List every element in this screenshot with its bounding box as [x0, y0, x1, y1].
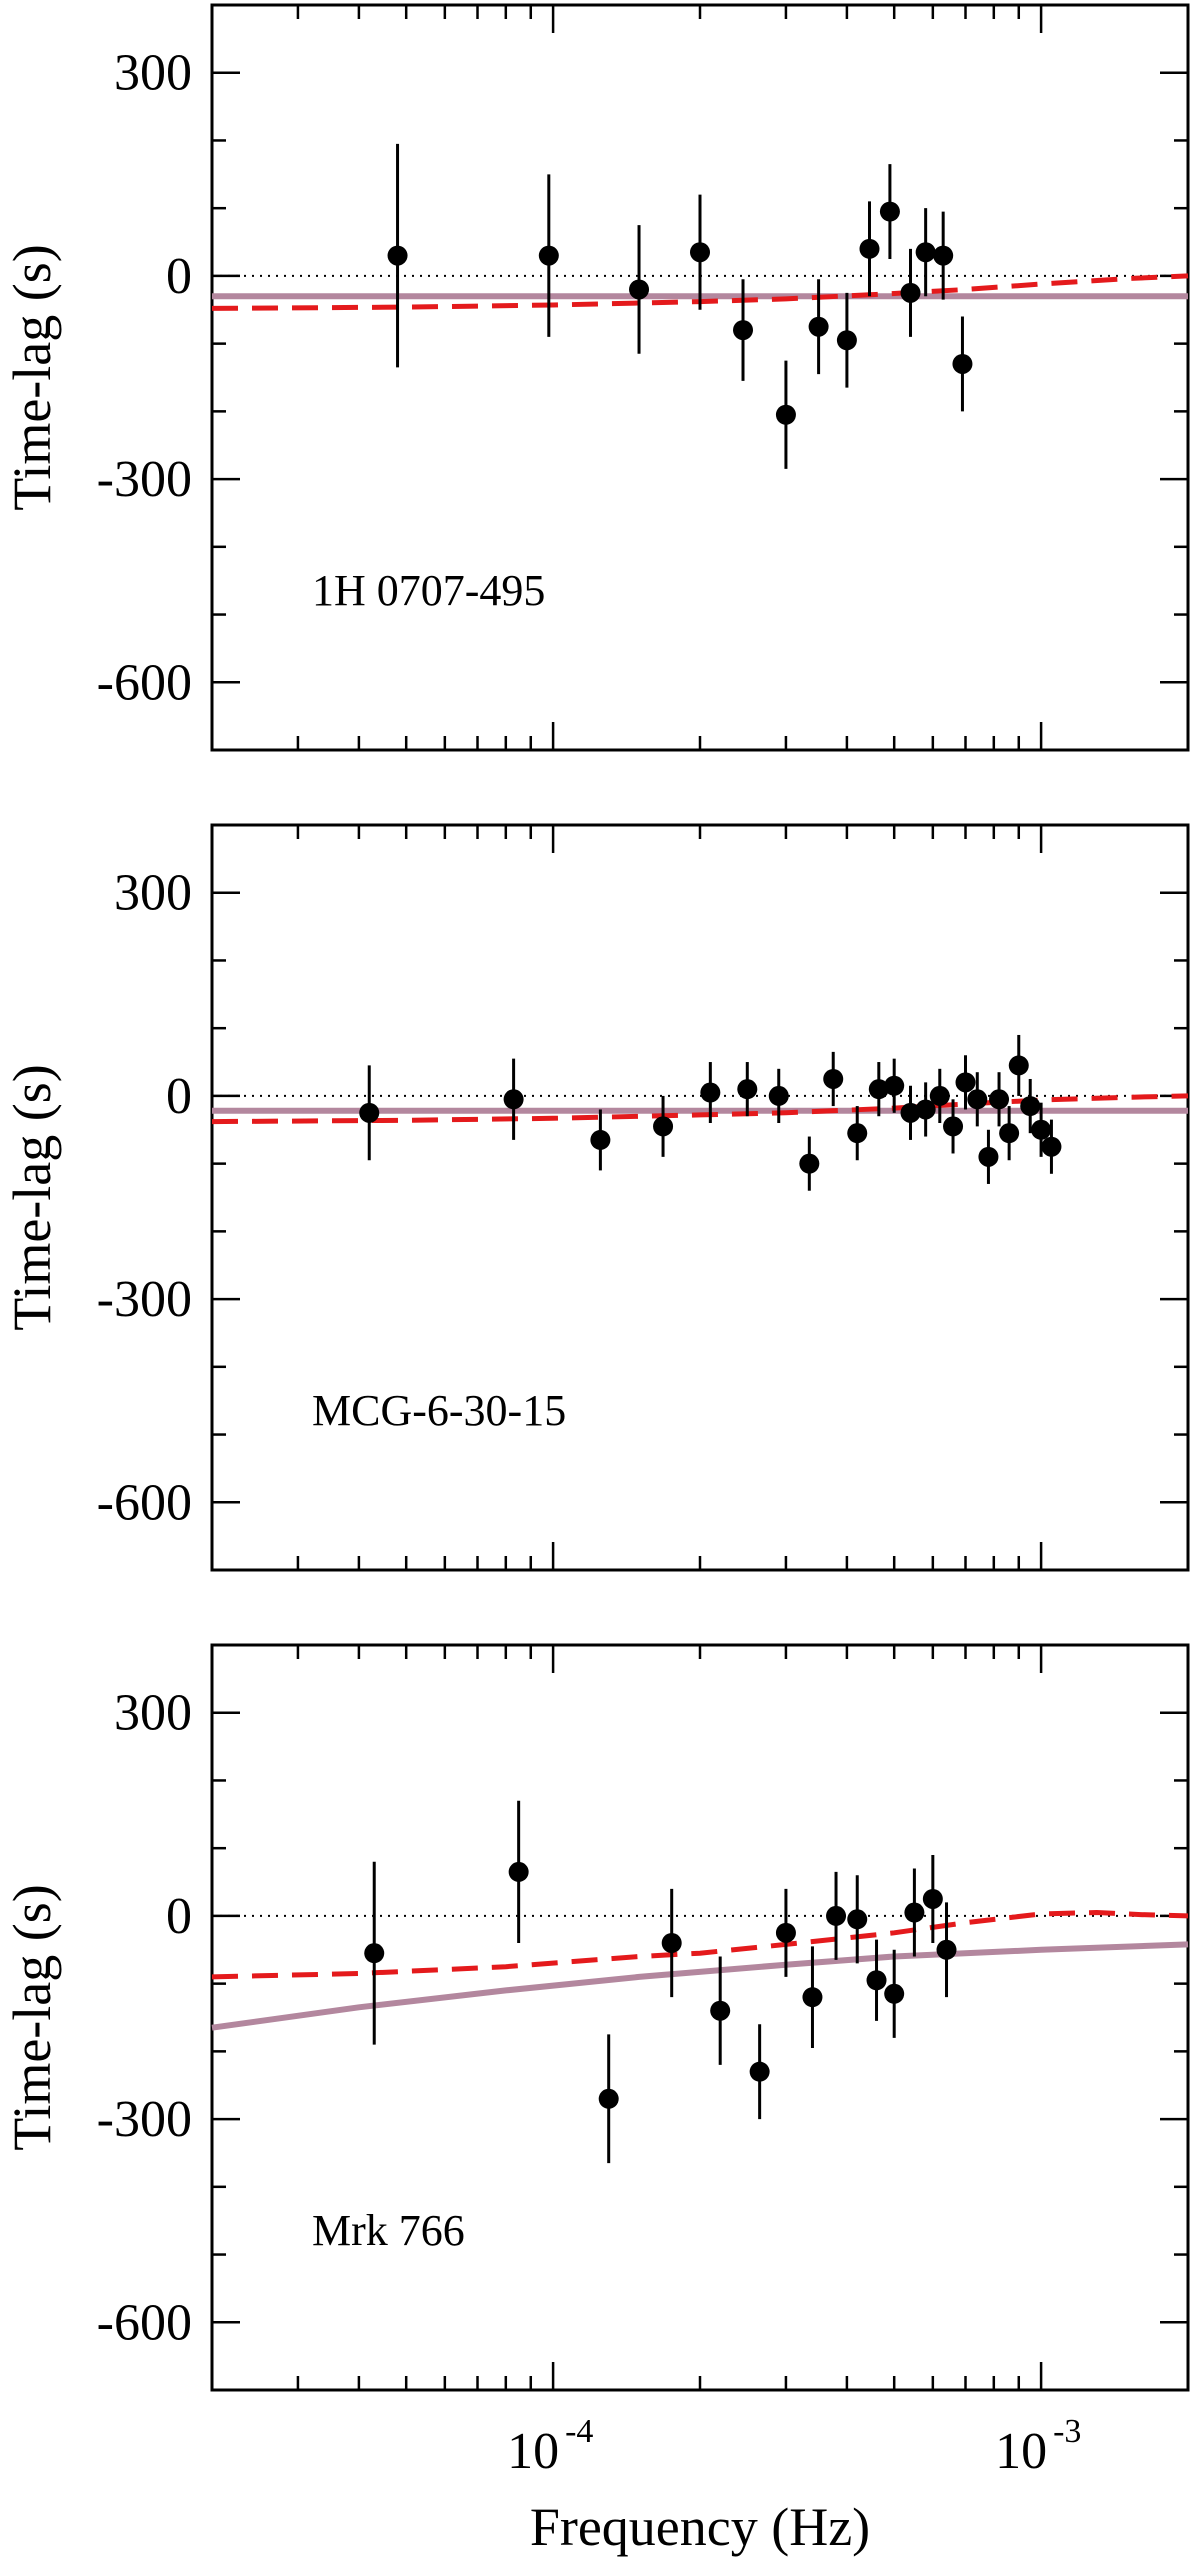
data-point	[653, 1116, 674, 1137]
data-point	[859, 238, 880, 259]
panel-label: MCG-6-30-15	[312, 1386, 566, 1435]
solid-model-line	[211, 1941, 1189, 2031]
plot-frame	[210, 3, 1190, 752]
data-point	[1020, 1096, 1041, 1117]
x-tick-label: 10	[995, 2423, 1047, 2480]
data-point	[661, 1933, 682, 1953]
data-point	[538, 245, 559, 266]
data-point	[933, 245, 954, 266]
data-point	[598, 2088, 619, 2109]
data-point	[967, 1089, 988, 1110]
data-point	[904, 1902, 925, 1923]
y-tick-label: 0	[166, 1888, 192, 1945]
data-point	[836, 330, 857, 351]
data-point	[733, 320, 754, 341]
data-point	[866, 1970, 887, 1991]
data-point	[700, 1082, 721, 1103]
data-point	[1008, 1055, 1029, 1076]
data-point	[955, 1072, 976, 1093]
data-point	[775, 404, 796, 425]
y-axis-title: Time-lag (s)	[2, 1884, 62, 2151]
y-axis-title: Time-lag (s)	[2, 244, 62, 511]
data-point	[749, 2061, 770, 2082]
data-point	[847, 1123, 868, 1144]
data-point	[952, 353, 973, 374]
data-point	[847, 1909, 868, 1930]
data-point	[943, 1116, 964, 1137]
y-tick-label: -600	[97, 654, 192, 711]
data-point	[879, 201, 900, 222]
data-point	[900, 282, 921, 303]
panel-2: 300 0 -300 -600 Time-lag (s) MCG-6-30-15	[2, 823, 1190, 1572]
data-point	[737, 1079, 758, 1100]
data-point	[915, 1099, 936, 1120]
data-point	[768, 1085, 789, 1106]
panel-label: 1H 0707-495	[312, 566, 545, 615]
x-tick-exponent: -4	[565, 2413, 593, 2450]
data-point	[868, 1079, 889, 1100]
data-point	[775, 1922, 796, 1943]
data-point	[590, 1129, 611, 1150]
dashed-model-line	[211, 1909, 1189, 1980]
y-tick-label: 300	[114, 45, 192, 102]
x-axis-title: Frequency (Hz)	[530, 2497, 870, 2557]
y-tick-label: 300	[114, 865, 192, 922]
x-tick-exponent: -3	[1053, 2413, 1081, 2450]
data-point	[884, 1075, 905, 1096]
data-point	[915, 242, 936, 263]
y-axis-title: Time-lag (s)	[2, 1064, 62, 1331]
y-tick-label: 0	[166, 248, 192, 305]
data-point	[508, 1861, 529, 1882]
y-tick-label: -600	[97, 1474, 192, 1531]
plot-frame	[210, 823, 1190, 1572]
data-point	[936, 1939, 957, 1960]
data-point	[503, 1089, 524, 1110]
y-tick-label: 300	[114, 1685, 192, 1742]
data-point	[999, 1123, 1020, 1144]
data-point	[802, 1987, 823, 2008]
panel-3: 300 0 -300 -600 Time-lag (s) Mrk 766	[2, 1643, 1190, 2392]
data-point	[364, 1943, 385, 1964]
y-tick-label: -600	[97, 2294, 192, 2351]
y-tick-label: -300	[97, 1271, 192, 1328]
data-point	[387, 245, 408, 266]
panel-1: 300 0 -300 -600 Time-lag (s) 1H 0707-495	[2, 3, 1190, 752]
data-point	[978, 1146, 999, 1167]
data-point	[929, 1085, 950, 1106]
data-point	[710, 2000, 731, 2021]
data-point	[900, 1102, 921, 1123]
data-point	[359, 1102, 380, 1123]
plot-frame	[210, 1643, 1190, 2392]
data-point	[1041, 1136, 1062, 1157]
data-point	[690, 242, 710, 263]
data-point	[989, 1089, 1010, 1110]
x-tick-label: 10	[507, 2423, 559, 2480]
data-point	[826, 1905, 847, 1926]
y-tick-label: -300	[97, 2091, 192, 2148]
data-point	[884, 1983, 905, 2004]
data-point	[823, 1068, 844, 1089]
data-point	[1031, 1119, 1052, 1140]
data-point	[808, 316, 829, 337]
y-tick-label: 0	[166, 1068, 192, 1125]
y-tick-label: -300	[97, 451, 192, 508]
panel-label: Mrk 766	[312, 2206, 465, 2255]
data-point	[922, 1888, 943, 1909]
data-point	[799, 1153, 820, 1174]
data-point	[629, 279, 650, 300]
